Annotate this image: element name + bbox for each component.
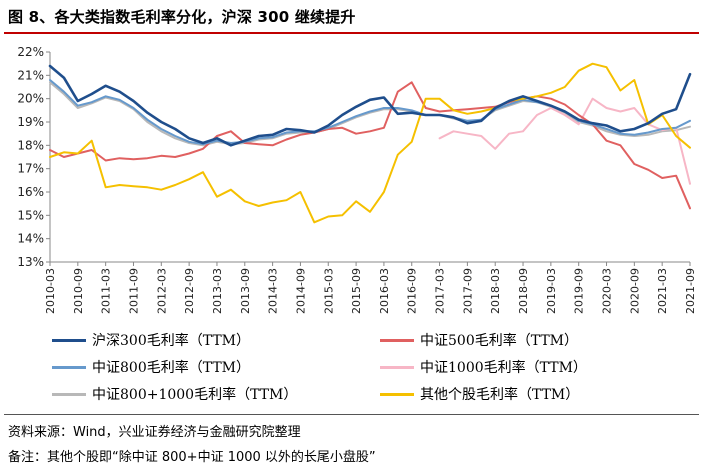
x-tick-label: 2013-03 <box>211 268 224 314</box>
legend: 沪深300毛利率（TTM） 中证500毛利率（TTM） 中证800毛利率（TTM） 中… <box>52 330 692 406</box>
series-lines <box>48 62 692 224</box>
x-tick-label: 2016-09 <box>406 268 419 314</box>
y-tick-label: 14% <box>17 232 44 246</box>
legend-label: 沪深300毛利率（TTM） <box>92 333 250 349</box>
legend-label: 中证500毛利率（TTM） <box>420 333 578 349</box>
x-tick-label: 2021-09 <box>684 268 697 314</box>
legend-swatch <box>52 392 86 396</box>
legend-swatch <box>380 365 414 369</box>
series-line-0 <box>48 64 692 147</box>
figure-title: 图 8、各大类指数毛利率分化，沪深 300 继续提升 <box>8 8 356 26</box>
legend-label: 中证800毛利率（TTM） <box>92 360 250 376</box>
x-axis: 2010-03 2010-09 2011-03 2011-09 2012-03 2012-… <box>44 261 697 314</box>
series-line-4 <box>49 81 691 147</box>
x-tick-label: 2015-09 <box>350 268 363 314</box>
x-tick-label: 2017-09 <box>461 268 474 314</box>
x-tick-label: 2020-09 <box>628 268 641 314</box>
source-note: 资料来源：Wind，兴业证券经济与金融研究院整理 <box>8 425 301 440</box>
legend-label: 中证800+1000毛利率（TTM） <box>92 387 298 403</box>
x-tick-label: 2012-03 <box>155 268 168 314</box>
y-tick-label: 22% <box>17 45 44 59</box>
x-tick-label: 2010-09 <box>72 268 85 314</box>
x-tick-label: 2018-09 <box>517 268 530 314</box>
legend-item: 中证800毛利率（TTM） <box>52 357 250 377</box>
legend-swatch <box>380 338 414 342</box>
y-tick-label: 18% <box>17 138 44 152</box>
x-tick-label: 2017-03 <box>434 268 447 314</box>
y-tick-label: 21% <box>17 68 44 82</box>
legend-item: 其他个股毛利率（TTM） <box>380 384 579 404</box>
line-chart: 13%14%15%16%17%18%19%20%21%22% 2010-03 20… <box>17 45 697 314</box>
x-tick-label: 2011-03 <box>100 268 113 314</box>
y-tick-label: 19% <box>17 115 44 129</box>
legend-item: 中证800+1000毛利率（TTM） <box>52 384 297 404</box>
x-tick-label: 2013-09 <box>239 268 252 314</box>
x-tick-label: 2010-03 <box>44 268 57 314</box>
x-tick-label: 2019-03 <box>545 268 558 314</box>
x-tick-label: 2019-09 <box>573 268 586 314</box>
legend-item: 中证1000毛利率（TTM） <box>380 357 587 377</box>
legend-swatch <box>380 392 414 396</box>
x-tick-label: 2011-09 <box>127 268 140 314</box>
y-tick-label: 15% <box>17 208 44 222</box>
legend-swatch <box>52 365 86 369</box>
x-tick-label: 2021-03 <box>656 268 669 314</box>
y-axis: 13% 14% 15% 16% 17% 18% 19% 20% 21% 22% <box>17 45 51 269</box>
x-tick-label: 2012-09 <box>183 268 196 314</box>
y-tick-label: 16% <box>17 185 44 199</box>
x-tick-label: 2014-09 <box>294 268 307 314</box>
y-tick-label: 20% <box>17 92 44 106</box>
x-tick-label: 2020-03 <box>601 268 614 314</box>
footer-divider <box>4 414 699 415</box>
x-tick-label: 2016-03 <box>378 268 391 314</box>
legend-swatch <box>52 338 86 342</box>
x-tick-label: 2014-03 <box>267 268 280 314</box>
title-divider <box>4 32 699 34</box>
remark-note: 备注：其他个股即“除中证 800+中证 1000 以外的长尾小盘股” <box>8 450 376 465</box>
legend-item: 沪深300毛利率（TTM） <box>52 330 250 350</box>
y-tick-label: 17% <box>17 162 44 176</box>
series-line-1 <box>49 81 691 210</box>
legend-label: 中证1000毛利率（TTM） <box>420 360 587 376</box>
y-tick-label: 13% <box>17 255 44 269</box>
legend-item: 中证500毛利率（TTM） <box>380 330 578 350</box>
series-line-5 <box>49 62 691 224</box>
legend-label: 其他个股毛利率（TTM） <box>420 387 580 403</box>
x-tick-label: 2018-03 <box>489 268 502 314</box>
x-tick-label: 2015-03 <box>322 268 335 314</box>
